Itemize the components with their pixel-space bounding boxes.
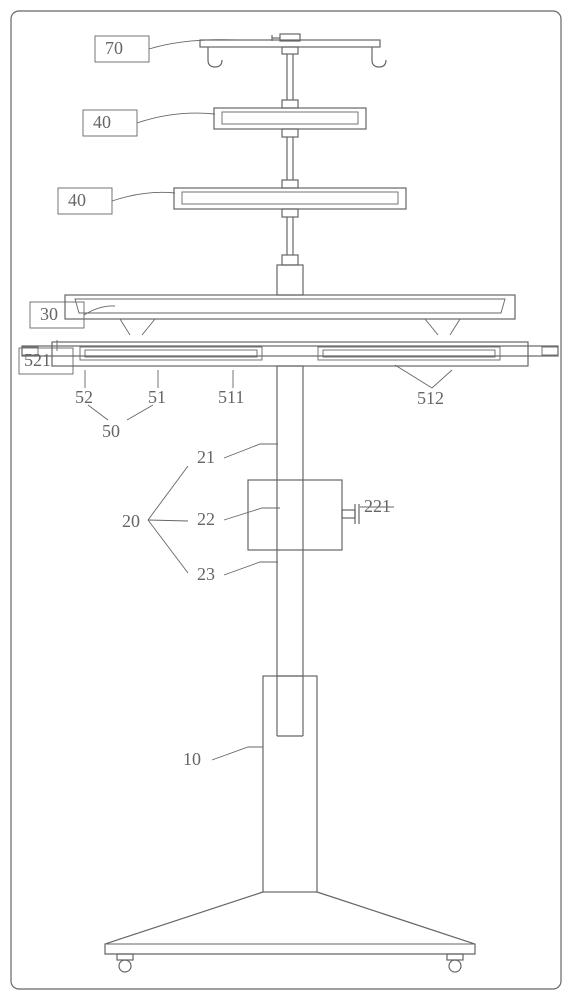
label-70: 70 (105, 38, 123, 58)
label-512: 512 (417, 388, 444, 408)
label-52: 52 (75, 387, 93, 407)
label-40b: 40 (68, 190, 86, 210)
label-30: 30 (40, 304, 58, 324)
label-51: 51 (148, 387, 166, 407)
label-511: 511 (218, 387, 244, 407)
label-22: 22 (197, 509, 215, 529)
label-23: 23 (197, 564, 215, 584)
label-20: 20 (122, 511, 140, 531)
engineering-figure: 70 40 40 30 521 52 51 511 50 512 21 22 221 23 20 10 (0, 0, 572, 1000)
label-10: 10 (183, 749, 201, 769)
label-21: 21 (197, 447, 215, 467)
label-50: 50 (102, 421, 120, 441)
label-40a: 40 (93, 112, 111, 132)
label-221: 221 (364, 496, 391, 516)
label-521: 521 (24, 350, 51, 370)
